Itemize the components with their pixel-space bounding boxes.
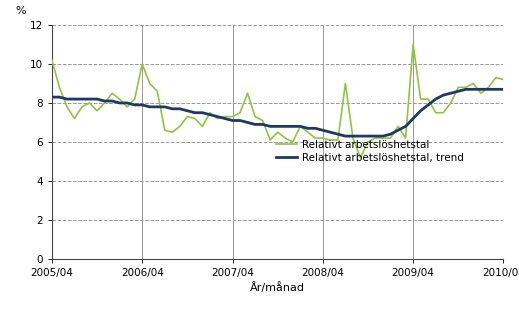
Relativt arbetslöshetstal, trend [49, 95, 55, 99]
Relativt arbetslöshetstal [154, 89, 160, 93]
Relativt arbetslöshetstal, trend [447, 91, 454, 95]
Relativt arbetslöshetstal, trend [463, 87, 469, 91]
Line: Relativt arbetslöshetstal, trend: Relativt arbetslöshetstal, trend [52, 89, 503, 136]
Relativt arbetslöshetstal [410, 42, 416, 46]
Relativt arbetslöshetstal, trend [343, 134, 349, 138]
Relativt arbetslöshetstal [320, 136, 326, 140]
Relativt arbetslöshetstal [207, 111, 213, 115]
Relativt arbetslöshetstal, trend [154, 105, 160, 109]
X-axis label: År/månad: År/månad [250, 282, 305, 293]
Relativt arbetslöshetstal [357, 156, 363, 159]
Relativt arbetslöshetstal [139, 62, 145, 66]
Relativt arbetslöshetstal [500, 78, 507, 81]
Line: Relativt arbetslöshetstal: Relativt arbetslöshetstal [52, 44, 503, 158]
Relativt arbetslöshetstal, trend [500, 87, 507, 91]
Relativt arbetslöshetstal, trend [320, 129, 326, 132]
Relativt arbetslöshetstal [49, 58, 55, 62]
Relativt arbetslöshetstal, trend [139, 103, 145, 107]
Relativt arbetslöshetstal, trend [290, 124, 296, 128]
Relativt arbetslöshetstal, trend [207, 113, 213, 116]
Legend: Relativt arbetslöshetstal, Relativt arbetslöshetstal, trend: Relativt arbetslöshetstal, Relativt arbe… [274, 138, 466, 165]
Relativt arbetslöshetstal [290, 140, 296, 144]
Text: %: % [16, 6, 26, 16]
Relativt arbetslöshetstal [455, 85, 461, 89]
